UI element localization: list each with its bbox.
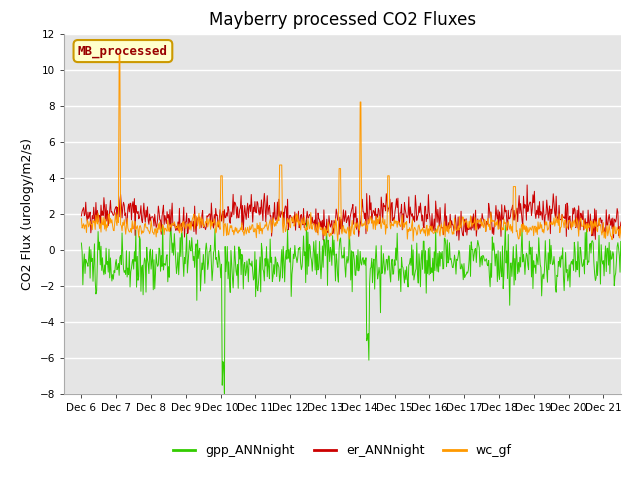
Legend: gpp_ANNnight, er_ANNnight, wc_gf: gpp_ANNnight, er_ANNnight, wc_gf — [168, 440, 517, 462]
Y-axis label: CO2 Flux (urology/m2/s): CO2 Flux (urology/m2/s) — [21, 138, 34, 289]
Text: MB_processed: MB_processed — [78, 44, 168, 58]
Title: Mayberry processed CO2 Fluxes: Mayberry processed CO2 Fluxes — [209, 11, 476, 29]
